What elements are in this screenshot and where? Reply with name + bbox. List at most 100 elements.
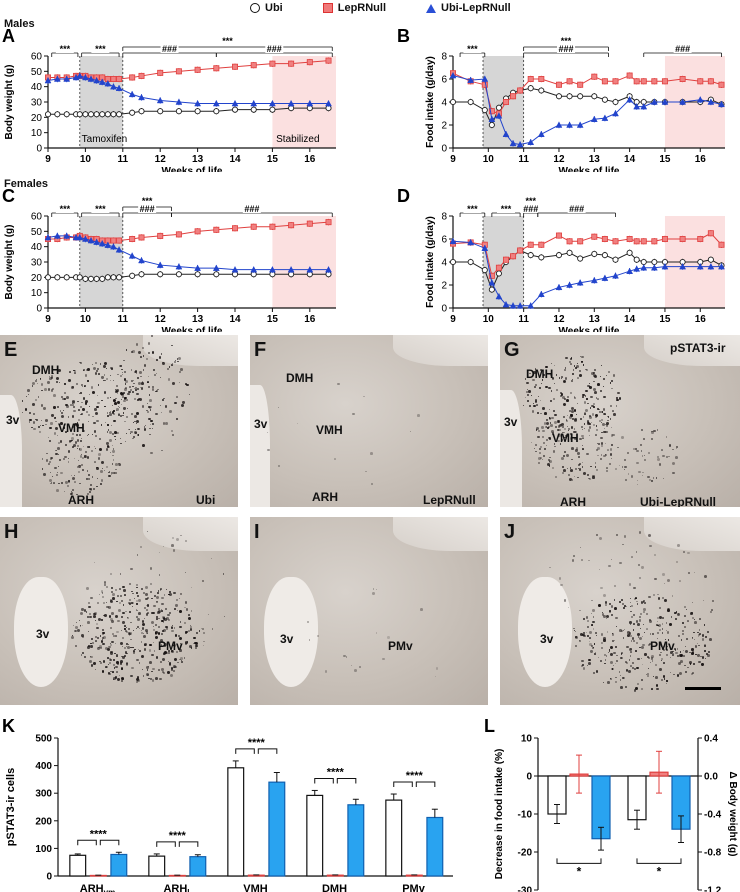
stained-cell [105,586,108,588]
stained-cell [123,359,125,362]
significance-label: ### [140,204,155,214]
x-tick-label: 9 [450,314,456,325]
stained-cell [122,655,126,659]
stained-cell [697,633,701,637]
stained-cell [656,429,658,431]
panel-letter: G [504,339,520,361]
x-tick-label: 14 [624,154,636,165]
stained-cell [613,665,615,667]
stained-cell [630,597,632,599]
stained-cell [74,422,77,425]
stained-cell [107,645,111,649]
stained-cell [92,433,94,435]
stained-cell [167,378,170,381]
stained-cell [131,590,133,593]
stained-cell [563,403,567,406]
stained-cell [558,577,562,580]
stained-cell [712,599,715,602]
data-point-ubi-leprnull [76,72,84,79]
data-point-ubi-leprnull [63,232,71,239]
stained-cell [575,431,578,433]
stained-cell [147,342,151,346]
stained-cell [159,589,161,591]
stained-cell [595,425,597,427]
stained-cell [126,645,130,649]
stained-cell [136,677,140,681]
stained-cell [701,633,705,637]
stained-cell [179,597,181,599]
stained-cell [102,379,105,382]
stained-cell [680,639,682,641]
data-point-ubi-leprnull [696,96,704,103]
stained-cell [590,422,592,424]
stained-cell [114,402,117,405]
stained-cell [113,658,116,662]
stained-cell [534,400,538,404]
stained-cell [629,655,632,657]
stained-cell [202,632,205,634]
tamoxifen-shade [79,56,123,148]
significance-label: *** [95,44,106,54]
stained-cell [650,437,653,440]
shade-label: Stabilized [276,134,319,145]
data-point-ubi-leprnull [467,76,475,83]
stained-cell [537,429,541,433]
stained-cell [121,393,125,397]
stained-cell [662,645,665,648]
stained-cell [644,653,647,656]
stained-cell [130,638,132,641]
stained-cell [693,572,696,574]
stained-cell [581,558,584,561]
stained-cell [570,391,573,394]
stained-cell [80,384,83,387]
stained-cell [83,656,86,659]
stained-cell [130,389,132,392]
stained-cell [146,608,149,611]
stained-cell [613,413,616,416]
stained-cell [579,355,582,358]
stained-cell [112,593,116,597]
annotation-bg [557,44,576,53]
data-point-leprnull [325,57,332,64]
stained-cell [92,415,94,417]
stained-cell [568,427,571,430]
stained-cell [174,359,176,361]
stained-cell [591,404,594,408]
stained-cell [603,594,607,598]
stained-cell [152,628,156,632]
data-point-ubi-leprnull [509,302,517,309]
stained-cell [161,411,163,413]
stained-cell [581,437,585,440]
x-tick-label: 13 [192,314,204,325]
stained-cell [44,423,47,426]
stained-cell [629,647,633,651]
stained-cell [54,452,58,456]
stained-cell [581,466,584,468]
stained-cell [73,481,76,484]
stained-cell [56,488,60,492]
stained-cell [548,436,551,439]
stained-cell [135,372,138,375]
stained-cell [588,429,591,432]
stained-cell [96,601,99,604]
stained-cell [561,376,564,378]
stained-cell [614,680,617,683]
stained-cell [579,370,582,373]
third-ventricle [500,390,522,507]
stained-cell [550,423,554,427]
stained-cell [576,363,579,365]
stained-cell [574,437,577,441]
stained-cell [659,668,662,671]
stained-cell [668,455,670,458]
stained-cell [115,390,118,393]
stained-cell [643,454,646,457]
stained-cell [571,479,574,481]
stained-cell [160,353,163,355]
stained-cell [63,490,66,493]
stained-cell [665,653,668,656]
stained-cell [161,620,163,622]
third-ventricle [0,395,22,507]
data-point-ubi [175,271,182,278]
data-point-ubi-leprnull [467,238,475,246]
